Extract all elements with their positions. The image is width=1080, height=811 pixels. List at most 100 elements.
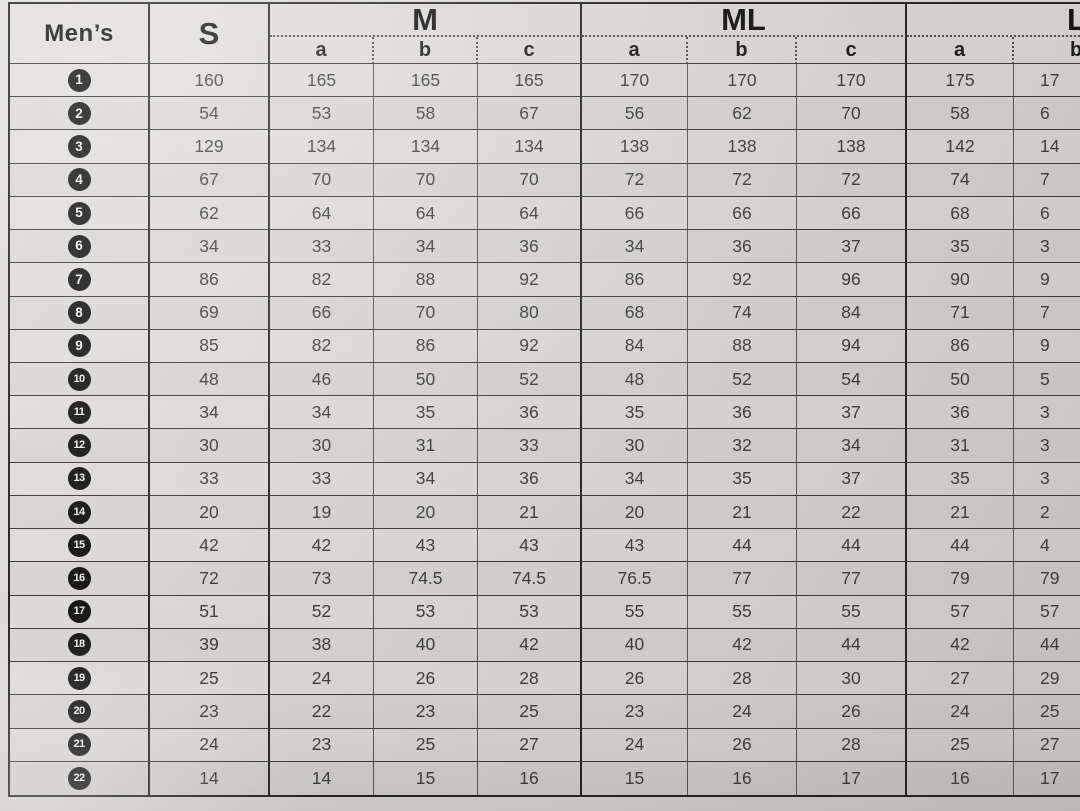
row-number-badge: 3 <box>67 135 91 159</box>
cell-ml_c-row6: 37 <box>797 230 907 264</box>
cell-l_b-row5: 6 <box>1014 197 1080 231</box>
cell-value: 51 <box>199 601 219 622</box>
cell-value: 52 <box>519 368 539 389</box>
cell-value: 4 <box>1040 534 1050 555</box>
row-label-cell: 7 <box>10 263 150 297</box>
cell-value: 43 <box>624 534 645 555</box>
cell-l_a-row19: 27 <box>907 662 1014 696</box>
cell-l_b-row16: 79 <box>1014 562 1080 596</box>
cell-ml_c-row13: 37 <box>797 462 907 496</box>
cell-l_a-row4: 74 <box>907 163 1014 197</box>
cell-m_b-row7: 88 <box>374 263 478 297</box>
cell-value: 37 <box>841 468 861 489</box>
cell-value: 27 <box>1040 734 1060 755</box>
cell-m_a-row5: 64 <box>270 196 374 231</box>
cell-ml_a-row13: 34 <box>582 462 688 496</box>
cell-m_a-row6: 33 <box>270 230 374 264</box>
cell-l_b-row21: 27 <box>1014 729 1080 762</box>
cell-ml_b-row8: 74 <box>688 296 797 330</box>
cell-value: 35 <box>624 401 645 422</box>
cell-value: 34 <box>841 435 861 456</box>
cell-l_b-row3: 14 <box>1014 130 1080 164</box>
cell-m_c-row8: 80 <box>478 296 582 330</box>
cell-s-row13: 33 <box>150 462 270 496</box>
cell-value: 84 <box>841 302 861 323</box>
cell-value: 57 <box>950 601 970 622</box>
subcol-header-m-c: c <box>478 37 582 64</box>
row-label-cell: 4 <box>10 163 150 197</box>
cell-value: 16 <box>519 767 539 788</box>
size-label-l: L <box>1067 2 1080 37</box>
cell-s-row22: 14 <box>150 761 270 795</box>
row-label-cell: 20 <box>10 695 150 729</box>
cell-s-row4: 67 <box>150 163 270 197</box>
cell-value: 138 <box>836 136 866 157</box>
cell-s-row9: 85 <box>150 329 270 364</box>
cell-l_b-row2: 6 <box>1014 97 1080 131</box>
cell-value: 21 <box>519 501 539 522</box>
cell-value: 24 <box>950 700 970 721</box>
cell-value: 36 <box>519 235 539 256</box>
row-number-badge: 14 <box>67 500 91 524</box>
cell-value: 68 <box>950 202 970 223</box>
cell-ml_c-row14: 22 <box>797 495 907 530</box>
cell-ml_a-row5: 66 <box>582 196 688 231</box>
cell-value: 14 <box>1040 136 1060 157</box>
cell-l_a-row9: 86 <box>907 329 1014 364</box>
cell-ml_b-row14: 21 <box>688 495 797 530</box>
row-label-cell: 19 <box>10 662 150 696</box>
cell-ml_a-row20: 23 <box>582 695 688 729</box>
cell-l_a-row5: 68 <box>907 196 1014 231</box>
cell-value: 66 <box>732 202 752 223</box>
cell-m_a-row8: 66 <box>270 296 374 330</box>
cell-l_b-row7: 9 <box>1014 263 1080 297</box>
cell-m_b-row10: 50 <box>374 363 478 397</box>
cell-ml_b-row1: 170 <box>688 64 797 98</box>
cell-ml_c-row3: 138 <box>797 130 907 164</box>
cell-value: 23 <box>624 700 645 721</box>
cell-value: 64 <box>519 202 539 223</box>
row-label-cell: 2 <box>10 97 150 131</box>
cell-l_a-row1: 175 <box>907 64 1014 98</box>
cell-l_a-row14: 21 <box>907 495 1014 530</box>
size-header-s: S <box>150 4 270 64</box>
cell-ml_b-row2: 62 <box>688 97 797 131</box>
row-number-badge: 17 <box>67 600 91 624</box>
cell-value: 35 <box>950 468 970 489</box>
cell-s-row17: 51 <box>150 595 270 629</box>
cell-value: 52 <box>311 601 332 622</box>
row-number-badge: 1 <box>67 68 91 92</box>
cell-value: 44 <box>732 534 752 555</box>
cell-value: 27 <box>519 734 539 755</box>
cell-value: 160 <box>194 69 224 90</box>
cell-value: 72 <box>624 169 645 190</box>
cell-l_a-row12: 31 <box>907 429 1014 463</box>
subcol-header-ml-a: a <box>582 37 688 64</box>
cell-value: 30 <box>624 435 645 456</box>
cell-value: 34 <box>311 401 332 422</box>
cell-m_c-row16: 74.5 <box>478 562 582 596</box>
cell-value: 134 <box>514 136 544 157</box>
cell-value: 28 <box>841 734 861 755</box>
cell-l_b-row11: 3 <box>1014 396 1080 430</box>
cell-value: 52 <box>732 368 752 389</box>
cell-s-row11: 34 <box>150 396 270 430</box>
row-label-cell: 22 <box>10 761 150 795</box>
cell-value: 33 <box>199 468 219 489</box>
cell-value: 129 <box>194 136 224 157</box>
cell-ml_b-row9: 88 <box>688 329 797 364</box>
subcol-header-m-b: b <box>374 37 478 64</box>
cell-value: 70 <box>519 169 539 190</box>
corner-header-label: Men’s <box>44 19 114 47</box>
cell-s-row1: 160 <box>150 64 270 98</box>
cell-l_a-row7: 90 <box>907 263 1014 297</box>
cell-value: 24 <box>311 667 332 688</box>
cell-value: 134 <box>306 136 337 157</box>
cell-m_a-row14: 19 <box>270 495 374 530</box>
cell-m_a-row15: 42 <box>270 529 374 563</box>
cell-value: 7 <box>1040 169 1050 190</box>
cell-ml_c-row17: 55 <box>797 595 907 629</box>
cell-value: 54 <box>199 102 219 123</box>
cell-m_c-row4: 70 <box>478 163 582 197</box>
